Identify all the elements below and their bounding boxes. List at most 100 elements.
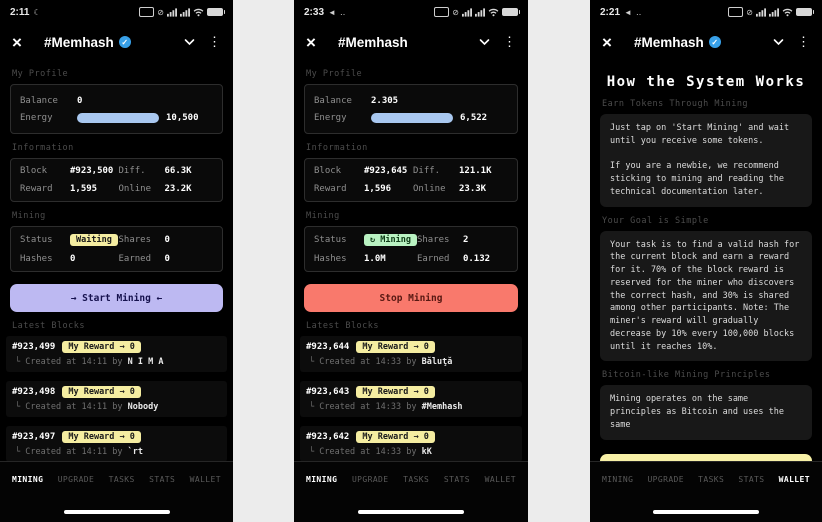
menu-icon[interactable]: ⋮ bbox=[797, 34, 810, 49]
chevron-down-icon[interactable] bbox=[772, 38, 785, 46]
online-label: Online bbox=[413, 184, 446, 194]
mining-section-title: Mining bbox=[12, 211, 46, 221]
created-text: Created at 14:33 by bbox=[319, 402, 417, 412]
block-list-item: #923,642 My Reward → 0 └ Created at 14:3… bbox=[300, 426, 522, 462]
signal-icon-2 bbox=[475, 7, 485, 17]
block-id: #923,497 bbox=[12, 432, 56, 442]
bottom-nav: MINING UPGRADE TASKS STATS WALLET bbox=[590, 461, 822, 522]
clock: 2:11 bbox=[10, 6, 30, 18]
created-text: Created at 14:11 by bbox=[25, 447, 123, 457]
block-value: #923,500 bbox=[70, 166, 114, 176]
tab-upgrade[interactable]: UPGRADE bbox=[351, 475, 389, 484]
home-indicator[interactable] bbox=[63, 510, 170, 514]
menu-icon[interactable]: ⋮ bbox=[503, 34, 516, 49]
tab-tasks[interactable]: TASKS bbox=[108, 475, 135, 484]
tab-mining[interactable]: MINING bbox=[602, 475, 634, 484]
tab-mining[interactable]: MINING bbox=[12, 475, 44, 484]
tab-tasks[interactable]: TASKS bbox=[403, 475, 430, 484]
profile-section-title: My Profile bbox=[12, 69, 69, 79]
energy-label: Energy bbox=[314, 112, 347, 123]
notification-dots-icon: ‥ bbox=[635, 7, 642, 17]
tab-stats[interactable]: STATS bbox=[149, 475, 176, 484]
telegram-header: × #Memhash ✓ ⋮ bbox=[590, 24, 822, 60]
telegram-header: × #Memhash ✓ ⋮ bbox=[0, 24, 233, 60]
wifi-icon bbox=[193, 8, 204, 17]
tab-tasks[interactable]: TASKS bbox=[698, 475, 725, 484]
signal-icon-2 bbox=[180, 7, 190, 17]
stop-mining-button[interactable]: Stop Mining bbox=[304, 284, 518, 312]
guide-section-body: Your task is to find a valid hash for th… bbox=[600, 230, 812, 362]
app-title: #Memhash bbox=[633, 34, 704, 50]
status-label: Status bbox=[20, 235, 53, 245]
reward-badge: My Reward → 0 bbox=[356, 431, 435, 443]
hashes-value: 0 bbox=[70, 254, 76, 264]
mining-card: Status ↻ Mining Shares 2 Hashes 1.0M Ear… bbox=[304, 226, 518, 272]
tab-mining[interactable]: MINING bbox=[306, 475, 338, 484]
verified-icon: ✓ bbox=[708, 36, 721, 48]
status-badge: ↻ Mining bbox=[364, 234, 417, 246]
tab-stats[interactable]: STATS bbox=[443, 475, 470, 484]
status-label: Status bbox=[314, 235, 347, 245]
reward-badge: My Reward → 0 bbox=[62, 341, 141, 353]
earned-label: Earned bbox=[118, 254, 152, 264]
menu-icon[interactable]: ⋮ bbox=[208, 34, 221, 49]
start-mining-button[interactable]: → Start Mining ← bbox=[10, 284, 223, 312]
corner-icon: └ bbox=[309, 357, 315, 367]
hashes-label: Hashes bbox=[314, 254, 347, 264]
created-text: Created at 14:11 by bbox=[25, 357, 123, 367]
tab-upgrade[interactable]: UPGRADE bbox=[57, 475, 95, 484]
block-list-item: #923,497 My Reward → 0 └ Created at 14:1… bbox=[6, 426, 227, 462]
online-value: 23.3K bbox=[459, 184, 487, 194]
profile-section-title: My Profile bbox=[306, 69, 363, 79]
block-id: #923,498 bbox=[12, 387, 56, 397]
close-icon[interactable]: × bbox=[306, 32, 316, 52]
close-icon[interactable]: × bbox=[12, 32, 22, 52]
spinner-icon: ↻ bbox=[370, 235, 376, 245]
reward-badge: My Reward → 0 bbox=[356, 386, 435, 398]
balance-label: Balance bbox=[314, 95, 352, 106]
reward-value: 1,596 bbox=[364, 184, 392, 194]
mining-section-title: Mining bbox=[306, 211, 340, 221]
tab-upgrade[interactable]: UPGRADE bbox=[647, 475, 684, 484]
tab-wallet[interactable]: WALLET bbox=[778, 475, 810, 484]
guide-section-heading: Bitcoin-like Mining Principles bbox=[602, 370, 771, 381]
latest-blocks-title: Latest Blocks bbox=[12, 321, 86, 331]
diff-value: 66.3K bbox=[164, 166, 192, 176]
shares-label: Shares bbox=[118, 235, 152, 245]
earned-label: Earned bbox=[416, 254, 450, 264]
phone-screen-guide: 2:21 ◄ ‥ ⊘ × #Memhash ✓ ⋮ How the System bbox=[590, 0, 822, 522]
home-indicator[interactable] bbox=[653, 510, 759, 514]
information-section-title: Information bbox=[306, 143, 368, 153]
app-title: #Memhash bbox=[43, 34, 114, 50]
latest-blocks-title: Latest Blocks bbox=[306, 321, 380, 331]
reward-badge: My Reward → 0 bbox=[62, 431, 141, 443]
balance-value: 2.305 bbox=[371, 95, 399, 106]
chevron-down-icon[interactable] bbox=[183, 38, 196, 46]
information-section-title: Information bbox=[12, 143, 74, 153]
close-icon[interactable]: × bbox=[602, 32, 612, 52]
bottom-nav: MINING UPGRADE TASKS STATS WALLET bbox=[0, 461, 233, 522]
corner-icon: └ bbox=[15, 357, 21, 367]
home-indicator[interactable] bbox=[358, 510, 464, 514]
block-list-item: #923,498 My Reward → 0 └ Created at 14:1… bbox=[6, 381, 227, 417]
clock: 2:21 bbox=[600, 6, 621, 18]
guide-section-body: Mining operates on the same principles a… bbox=[600, 385, 812, 440]
block-list-item: #923,644 My Reward → 0 └ Created at 14:3… bbox=[300, 336, 522, 372]
phone-screen-waiting: 2:11 ☾ ⊘ × #Memhash ✓ ⋮ My Profile bbox=[0, 0, 233, 522]
signal-icon-2 bbox=[769, 7, 779, 17]
block-author: `rt bbox=[127, 447, 143, 457]
diff-label: Diff. bbox=[413, 166, 441, 176]
block-label: Block bbox=[314, 166, 342, 176]
tab-wallet[interactable]: WALLET bbox=[484, 475, 516, 484]
silent-mode-icon: ☾ bbox=[33, 7, 41, 17]
dnd-icon: ⊘ bbox=[452, 7, 459, 17]
clock: 2:33 bbox=[304, 6, 325, 18]
diff-label: Diff. bbox=[118, 166, 146, 176]
tab-stats[interactable]: STATS bbox=[738, 475, 765, 484]
battery-icon bbox=[502, 8, 520, 16]
block-value: #923,645 bbox=[364, 166, 408, 176]
chevron-down-icon[interactable] bbox=[478, 38, 491, 46]
information-card: Block #923,645 Diff. 121.1K Reward 1,596… bbox=[304, 158, 518, 202]
guide-section-heading: Your Goal is Simple bbox=[602, 215, 709, 226]
tab-wallet[interactable]: WALLET bbox=[189, 475, 221, 484]
